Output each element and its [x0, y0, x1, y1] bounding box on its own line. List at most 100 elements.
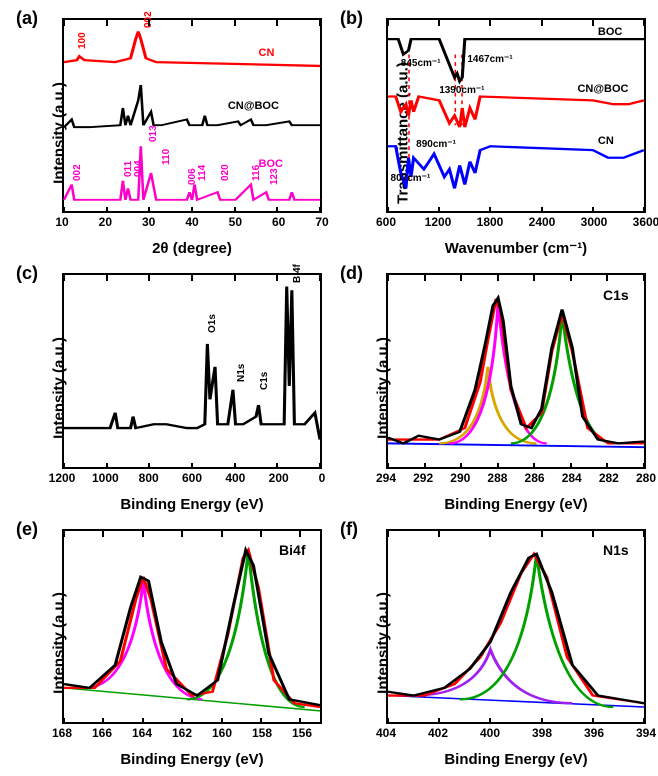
xtick: 282: [599, 471, 619, 485]
xtick: 200: [269, 471, 289, 485]
xtick: 600: [376, 215, 396, 229]
xtick: 50: [229, 215, 242, 229]
xtick: 1200: [49, 471, 76, 485]
panel-d: (d) Intensity (a.u.) C1s 294292290288286…: [330, 261, 652, 514]
xtick: 166: [92, 726, 112, 740]
xtick: 0: [319, 471, 326, 485]
panel-f-traces: [388, 531, 644, 722]
xtick: 1200: [425, 215, 452, 229]
xtick: 394: [636, 726, 656, 740]
panel-d-xlabel: Binding Energy (eV): [386, 496, 646, 513]
xtick: 160: [212, 726, 232, 740]
lab-c1s: C1s: [259, 372, 270, 390]
panel-e-xticks: 168166164162160158156: [62, 726, 322, 744]
panel-c: (c) Intensity (a.u.) O1s N1s C1s Bi4f 12…: [6, 261, 328, 514]
panel-d-series-label: C1s: [603, 287, 629, 303]
panel-f: (f) Intensity (a.u.) N1s 404402400398396…: [330, 517, 652, 770]
panel-f-series-label: N1s: [603, 542, 629, 558]
xtick: 294: [376, 471, 396, 485]
panel-f-xticks: 404402400398396394: [386, 726, 646, 744]
panel-c-plot: O1s N1s C1s Bi4f: [62, 273, 322, 468]
xtick: 158: [252, 726, 272, 740]
anno-807: 807cm⁻¹: [391, 173, 431, 184]
panel-b-lbl-cnboc: CN@BOC: [577, 83, 628, 95]
anno-1390: 1390cm⁻¹: [439, 85, 484, 96]
xtick: 400: [480, 726, 500, 740]
lab-n1s: N1s: [236, 364, 247, 382]
panel-b-lbl-cn: CN: [598, 135, 614, 147]
panel-a-legend-cn: CN: [259, 47, 275, 59]
panel-c-xlabel: Binding Energy (eV): [62, 496, 322, 513]
panel-b-lbl-boc: BOC: [598, 26, 622, 38]
panel-b-xticks: 60012001800240030003600: [386, 215, 646, 233]
panel-d-corner: (d): [340, 263, 363, 284]
pk-116: 116: [251, 165, 262, 181]
figure-grid: (a) Intensity (a.u.) CN CN@BOC BOC 100 0…: [0, 0, 658, 776]
xtick: 800: [139, 471, 159, 485]
xtick: 288: [487, 471, 507, 485]
panel-f-corner: (f): [340, 519, 358, 540]
lab-o1s: O1s: [207, 314, 218, 333]
pk-114: 114: [197, 165, 208, 181]
pk-100: 100: [77, 32, 88, 49]
panel-b-xlabel: Wavenumber (cm⁻¹): [386, 239, 646, 257]
panel-a-plot: CN CN@BOC BOC 100 002 002 011 004 013 11…: [62, 18, 322, 213]
panel-c-traces: [64, 275, 320, 466]
pk-110: 110: [161, 149, 172, 165]
xtick: 402: [428, 726, 448, 740]
xtick: 600: [182, 471, 202, 485]
panel-e: (e) Intensity (a.u.) Bi4f 16816616416216…: [6, 517, 328, 770]
xtick: 398: [532, 726, 552, 740]
xtick: 162: [172, 726, 192, 740]
xtick: 156: [292, 726, 312, 740]
xtick: 290: [450, 471, 470, 485]
xtick: 20: [99, 215, 112, 229]
lab-bi4f: Bi4f: [292, 264, 303, 283]
panel-f-xlabel: Binding Energy (eV): [386, 751, 646, 768]
panel-e-plot: Bi4f: [62, 529, 322, 724]
xtick: 70: [315, 215, 328, 229]
xtick: 30: [142, 215, 155, 229]
panel-b-plot: BOC CN@BOC CN 845cm⁻¹ 1467cm⁻¹ 1390cm⁻¹ …: [386, 18, 646, 213]
xtick: 1000: [92, 471, 119, 485]
xtick: 10: [55, 215, 68, 229]
panel-e-series-label: Bi4f: [279, 542, 305, 558]
panel-e-corner: (e): [16, 519, 38, 540]
xtick: 2400: [529, 215, 556, 229]
panel-b: (b) Transmittance (a.u.) BOC CN@BOC CN 8…: [330, 6, 652, 259]
panel-d-xticks: 294292290288286284282280: [386, 471, 646, 489]
xtick: 3000: [581, 215, 608, 229]
xtick: 3600: [633, 215, 658, 229]
xtick: 396: [584, 726, 604, 740]
panel-c-xticks: 120010008006004002000: [62, 471, 322, 489]
pk-123: 123: [269, 168, 280, 185]
panel-b-corner: (b): [340, 8, 363, 29]
xtick: 280: [636, 471, 656, 485]
panel-a-corner: (a): [16, 8, 38, 29]
xtick: 286: [525, 471, 545, 485]
anno-1467: 1467cm⁻¹: [467, 54, 512, 65]
panel-d-plot: C1s: [386, 273, 646, 468]
panel-a-legend-cnboc: CN@BOC: [228, 100, 279, 112]
panel-d-traces: [388, 275, 644, 466]
panel-e-xlabel: Binding Energy (eV): [62, 751, 322, 768]
pk-004: 004: [133, 160, 144, 177]
xtick: 40: [185, 215, 198, 229]
xtick: 284: [562, 471, 582, 485]
pk-020: 020: [220, 164, 231, 181]
xtick: 168: [52, 726, 72, 740]
anno-845: 845cm⁻¹: [401, 58, 441, 69]
panel-f-plot: N1s: [386, 529, 646, 724]
panel-e-traces: [64, 531, 320, 722]
xtick: 60: [272, 215, 285, 229]
anno-890: 890cm⁻¹: [416, 139, 456, 150]
pk-013: 013: [148, 126, 159, 143]
panel-a-xticks: 10203040506070: [62, 215, 322, 233]
xtick: 164: [132, 726, 152, 740]
panel-a: (a) Intensity (a.u.) CN CN@BOC BOC 100 0…: [6, 6, 328, 259]
xtick: 404: [376, 726, 396, 740]
xtick: 292: [413, 471, 433, 485]
panel-a-xlabel: 2θ (degree): [62, 240, 322, 257]
panel-c-corner: (c): [16, 263, 38, 284]
pk-002b: 002: [72, 164, 83, 181]
